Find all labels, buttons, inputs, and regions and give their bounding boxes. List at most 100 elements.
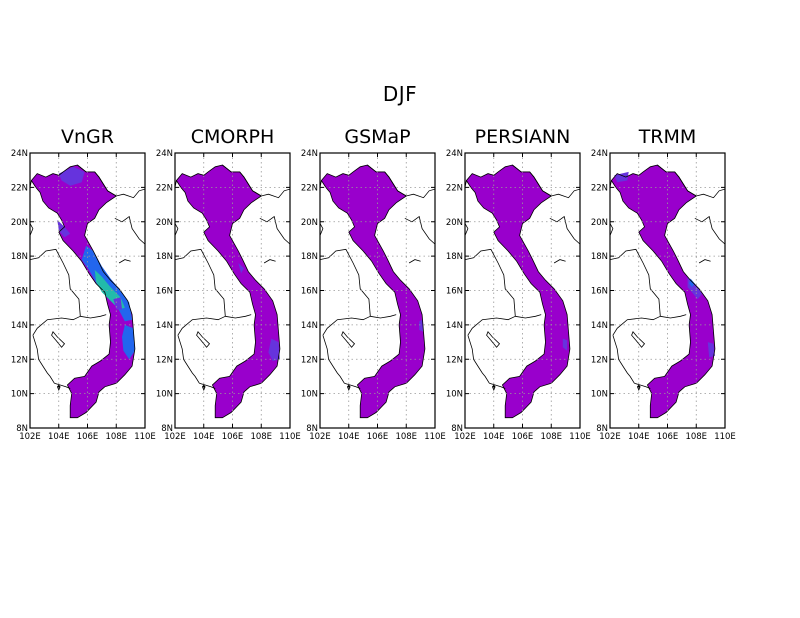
map-panel-vngr: 8N 10N 12N 14N 16N 18N 20N 22N 24N 102E 104E 106E 10… [11, 126, 156, 442]
lat-tick-label: 8N [306, 424, 318, 434]
panel-title: VnGR [61, 126, 114, 148]
country-border [660, 314, 687, 319]
country-border [222, 164, 290, 199]
lat-tick-label: 24N [591, 149, 608, 159]
country-border [30, 223, 34, 236]
lat-tick-label: 8N [451, 424, 463, 434]
lat-tick-label: 20N [156, 218, 173, 228]
panel-title: CMORPH [191, 126, 275, 148]
country-border [259, 215, 290, 245]
lon-tick-label: 110E [569, 432, 591, 442]
lat-tick-label: 8N [161, 424, 173, 434]
lat-tick-label: 22N [301, 183, 318, 193]
country-border [175, 223, 179, 236]
precip-patch [614, 171, 629, 183]
lat-tick-label: 14N [591, 321, 608, 331]
lake-outline [486, 331, 501, 348]
precip-patch [238, 263, 244, 274]
country-border [634, 382, 651, 389]
lon-tick-label: 102E [19, 432, 41, 442]
lat-tick-label: 20N [301, 218, 318, 228]
lat-tick-label: 14N [446, 321, 463, 331]
country-border [694, 215, 725, 245]
lon-tick-label: 110E [714, 432, 736, 442]
country-border [114, 215, 145, 245]
lon-tick-label: 104E [628, 432, 650, 442]
country-border [698, 259, 711, 264]
country-border [465, 223, 469, 236]
country-border [512, 164, 580, 199]
country-border [320, 248, 371, 336]
lon-tick-label: 108E [395, 432, 417, 442]
lat-tick-label: 14N [301, 321, 318, 331]
lon-tick-label: 108E [685, 432, 707, 442]
panel-title: PERSIANN [475, 126, 571, 148]
lat-tick-label: 20N [591, 218, 608, 228]
lon-tick-label: 102E [164, 432, 186, 442]
panel-title: GSMaP [344, 126, 410, 148]
country-border [263, 259, 276, 264]
country-border [404, 215, 435, 245]
lat-tick-label: 22N [156, 183, 173, 193]
lon-tick-label: 106E [657, 432, 679, 442]
lat-tick-label: 22N [446, 183, 463, 193]
lat-tick-label: 12N [301, 355, 318, 365]
country-border [177, 335, 200, 384]
country-border [77, 164, 145, 199]
country-border [225, 314, 252, 319]
map-panel-trmm: 8N 10N 12N 14N 16N 18N 20N 22N 24N 102E 104E 106E 10… [591, 126, 736, 442]
lon-tick-label: 108E [540, 432, 562, 442]
lon-tick-label: 102E [309, 432, 331, 442]
lat-tick-label: 16N [446, 287, 463, 297]
country-border [367, 164, 435, 199]
lat-tick-label: 16N [11, 287, 28, 297]
lat-tick-label: 10N [301, 390, 318, 400]
country-border [553, 259, 566, 264]
precip-patch [57, 220, 71, 238]
lake-outline [631, 331, 646, 348]
lat-tick-label: 12N [446, 355, 463, 365]
lat-tick-label: 16N [156, 287, 173, 297]
precip-patch [268, 338, 280, 361]
map-panel-persiann: 8N 10N 12N 14N 16N 18N 20N 22N 24N 102E 104E 106E 10… [446, 126, 591, 442]
map-panel-cmorph: 8N 10N 12N 14N 16N 18N 20N 22N 24N 102E 104E 106E 10… [156, 126, 301, 442]
figure-title: DJF [382, 82, 418, 106]
lat-tick-label: 8N [16, 424, 28, 434]
lat-tick-label: 10N [591, 390, 608, 400]
country-border [118, 259, 131, 264]
lon-tick-label: 110E [424, 432, 446, 442]
country-border [657, 164, 725, 199]
lat-tick-label: 20N [446, 218, 463, 228]
lat-tick-label: 16N [591, 287, 608, 297]
lat-tick-label: 12N [591, 355, 608, 365]
country-border [370, 314, 397, 319]
lon-tick-label: 108E [105, 432, 127, 442]
lat-tick-label: 14N [11, 321, 28, 331]
lake-outline [196, 331, 211, 348]
map-panel-gsmap: 8N 10N 12N 14N 16N 18N 20N 22N 24N 102E 104E 106E 10… [301, 126, 446, 442]
lon-tick-label: 104E [338, 432, 360, 442]
country-border [80, 314, 107, 319]
lat-tick-label: 16N [301, 287, 318, 297]
country-border [465, 248, 516, 336]
lon-tick-label: 106E [367, 432, 389, 442]
lat-tick-label: 18N [591, 252, 608, 262]
lon-tick-label: 104E [193, 432, 215, 442]
lon-tick-label: 110E [134, 432, 156, 442]
lat-tick-label: 18N [301, 252, 318, 262]
country-border [515, 314, 542, 319]
country-border [549, 215, 580, 245]
lat-tick-label: 24N [301, 149, 318, 159]
country-border [467, 335, 490, 384]
lat-tick-label: 8N [596, 424, 608, 434]
lon-tick-label: 106E [77, 432, 99, 442]
country-border [610, 223, 614, 236]
lon-tick-label: 108E [250, 432, 272, 442]
lat-tick-label: 24N [446, 149, 463, 159]
lon-tick-label: 106E [222, 432, 244, 442]
lat-tick-label: 18N [446, 252, 463, 262]
lat-tick-label: 24N [156, 149, 173, 159]
lat-tick-label: 18N [156, 252, 173, 262]
precip-patch [58, 166, 85, 186]
